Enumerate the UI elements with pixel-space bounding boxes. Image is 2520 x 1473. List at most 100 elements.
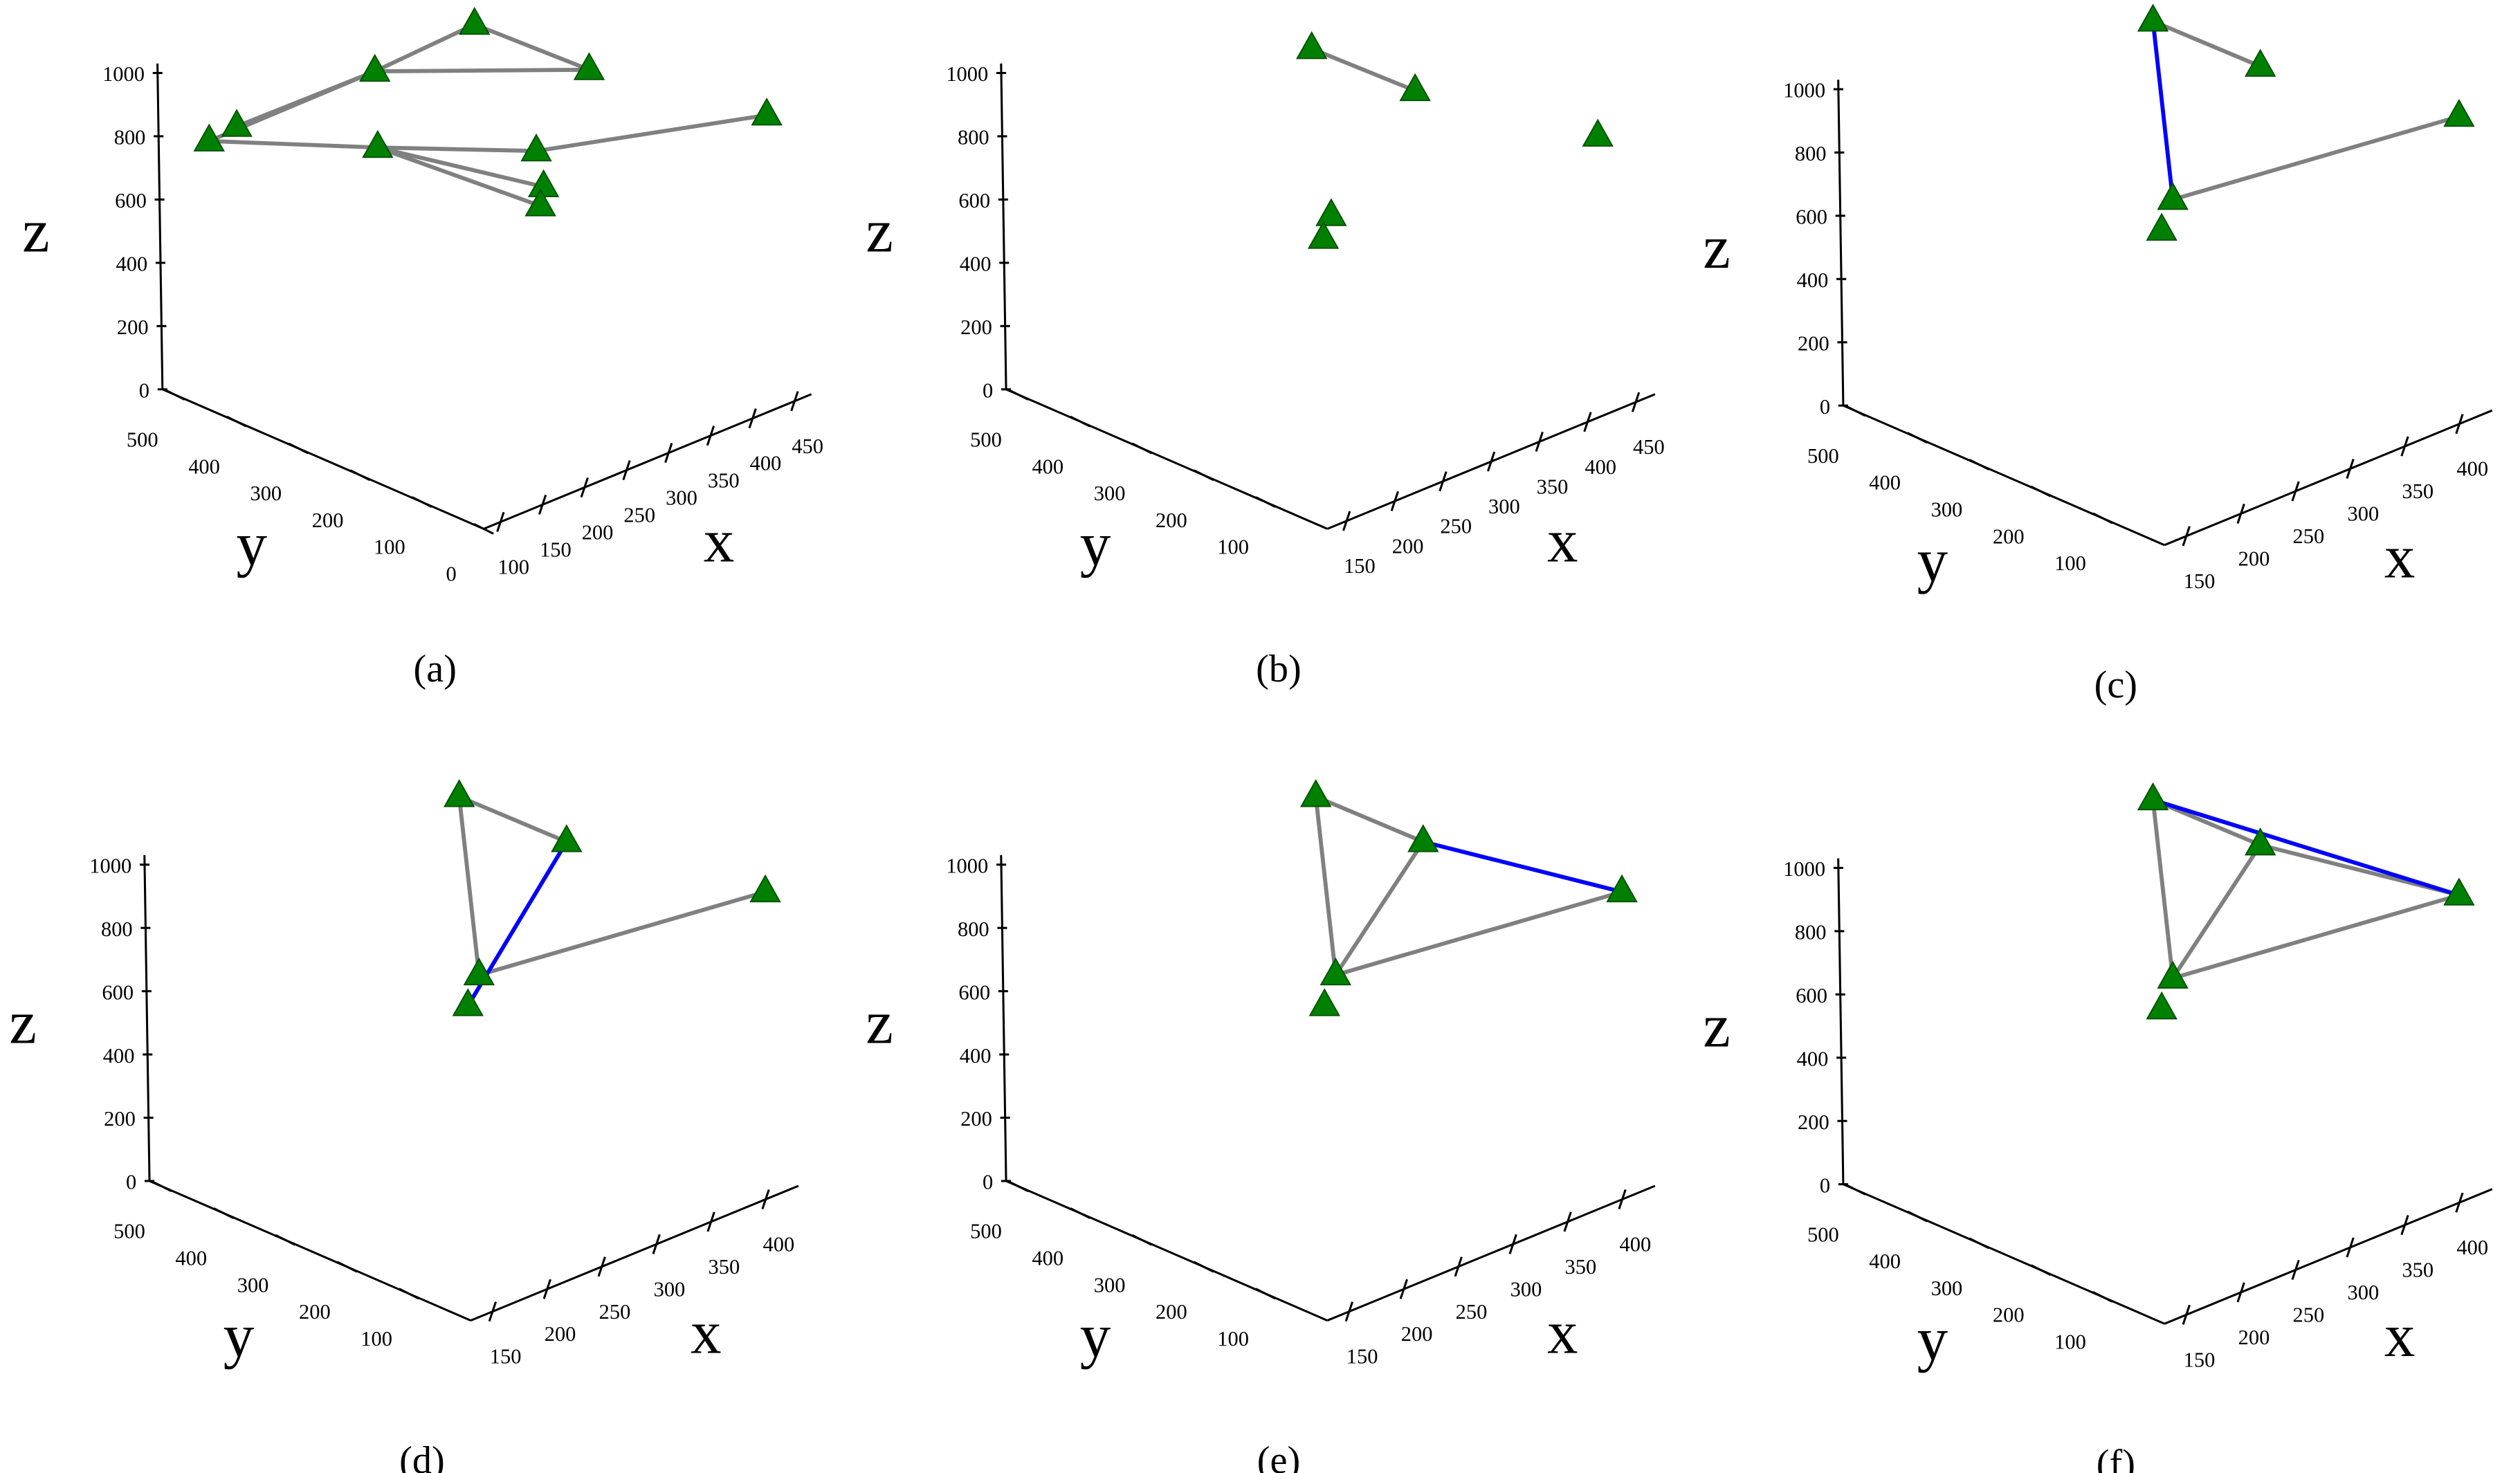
point [2443, 877, 2475, 906]
point [459, 6, 491, 35]
point [1296, 31, 1328, 60]
x-tick-label: 400 [1619, 1232, 1651, 1256]
point [221, 109, 253, 137]
x-tick-label: 350 [2402, 479, 2434, 503]
x-tick [652, 1234, 661, 1254]
edge [377, 145, 545, 189]
z-tick-label: 0 [983, 378, 993, 402]
y-tick-label: 100 [1217, 1327, 1249, 1351]
y-axis-title: y [1917, 1306, 1948, 1373]
z-tick-label: 800 [114, 126, 146, 149]
panel: 150 200 250 300 350 400 100 200 300 400 500 0 200 400… [1703, 782, 2493, 1473]
y-tick [1008, 389, 1029, 401]
x-axis [1326, 1184, 1656, 1322]
point [193, 123, 225, 152]
z-tick-label: 1000 [102, 62, 145, 86]
x-tick [542, 1279, 551, 1299]
x-axis [2164, 409, 2493, 547]
edge [1423, 839, 1623, 894]
x-tick-label: 300 [666, 486, 697, 510]
z-tick-label: 600 [115, 189, 147, 212]
x-tick-label: 200 [1392, 534, 1424, 558]
edge [209, 138, 378, 150]
x-axis-title: x [704, 507, 735, 575]
x-tick-label: 250 [2293, 524, 2325, 548]
x-tick [2400, 436, 2409, 457]
point [452, 988, 484, 1016]
y-tick-label: 500 [970, 428, 1002, 452]
edge [1335, 890, 1623, 977]
z-tick-label: 1000 [1783, 857, 1825, 881]
x-axis [470, 1184, 799, 1322]
y-tick [1969, 459, 1990, 470]
x-tick [1508, 1234, 1517, 1254]
x-tick-label: 300 [1510, 1277, 1542, 1301]
z-tick-label: 600 [1796, 984, 1827, 1007]
z-axis-title: z [1703, 992, 1731, 1060]
y-tick-label: 300 [250, 482, 282, 505]
point [1315, 198, 1347, 226]
point [463, 957, 495, 986]
x-tick [706, 426, 715, 446]
x-tick-label: 200 [2238, 1326, 2270, 1349]
point [1299, 779, 1332, 807]
y-tick [2092, 512, 2113, 524]
point [751, 98, 783, 126]
y-tick [288, 442, 309, 455]
y-tick [164, 389, 185, 401]
point [573, 52, 605, 80]
y-tick [2030, 485, 2052, 497]
y-tick-label: 400 [1032, 1247, 1063, 1270]
y-tick-label: 300 [1094, 482, 1126, 505]
x-tick-label: 350 [1565, 1255, 1597, 1279]
x-tick-label: 200 [582, 521, 614, 545]
x-tick [622, 459, 631, 481]
y-tick-label: 500 [970, 1220, 1002, 1243]
edge [374, 22, 476, 73]
z-tick-label: 800 [101, 917, 133, 941]
y-tick-label: 100 [374, 536, 405, 559]
x-tick [1439, 471, 1448, 492]
z-tick-label: 1000 [89, 854, 131, 877]
z-tick-label: 400 [1797, 1047, 1829, 1070]
x-tick [1390, 491, 1399, 511]
caption: (f) [2097, 1443, 2135, 1473]
x-tick [1454, 1256, 1463, 1277]
z-tick-label: 400 [103, 1044, 135, 1068]
point [2157, 960, 2189, 989]
x-tick-label: 300 [1488, 495, 1520, 518]
x-tick-label: 150 [490, 1345, 522, 1369]
panel: 150 200 250 300 350 400 100 200 300 400 500 0 200 400… [9, 779, 799, 1473]
panel: 150 200 250 300 350 400 100 200 300 400 500 0 200 400… [1703, 3, 2493, 706]
z-tick-label: 0 [983, 1171, 993, 1194]
x-tick [597, 1256, 606, 1277]
z-axis-title: z [9, 989, 37, 1057]
x-tick [2236, 1282, 2245, 1303]
edge [1333, 841, 1425, 976]
z-tick-label: 1000 [946, 62, 988, 86]
point [749, 874, 781, 903]
caption: (b) [1256, 648, 1302, 690]
x-tick-label: 100 [497, 555, 529, 578]
x-tick-label: 150 [1344, 554, 1376, 578]
x-tick [2182, 1304, 2191, 1325]
y-tick [1008, 1180, 1029, 1193]
x-tick-label: 150 [2184, 569, 2216, 593]
point [2146, 212, 2177, 241]
x-tick-label: 300 [2347, 1281, 2379, 1304]
x-tick [761, 1189, 770, 1209]
x-tick [1486, 451, 1496, 472]
edge [473, 22, 590, 72]
x-tick-label: 300 [2347, 502, 2379, 526]
x-tick-label: 250 [1456, 1300, 1488, 1324]
edge [536, 113, 767, 154]
z-axis-title: z [22, 197, 50, 265]
edge [2151, 21, 2175, 200]
z-tick-label: 200 [1798, 1110, 1829, 1134]
x-tick-label: 200 [1401, 1322, 1433, 1346]
y-tick [1907, 432, 1928, 444]
x-tick [2236, 503, 2245, 524]
z-tick-label: 200 [117, 315, 149, 339]
x-tick [1342, 511, 1351, 531]
